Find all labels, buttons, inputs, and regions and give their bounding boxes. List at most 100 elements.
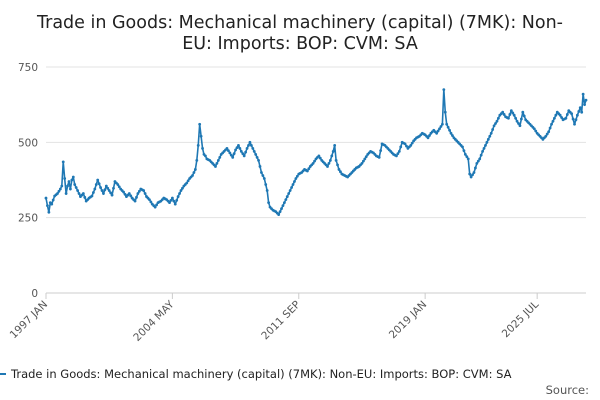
data-point[interactable] [176,195,180,198]
data-point[interactable] [474,166,477,170]
data-point[interactable] [192,171,196,174]
data-point[interactable] [64,192,68,195]
legend[interactable]: Trade in Goods: Mechanical machinery (ca… [0,367,512,381]
data-point[interactable] [336,163,339,167]
data-point[interactable] [554,113,558,117]
data-point[interactable] [58,187,62,191]
data-point[interactable] [440,122,444,126]
data-point[interactable] [481,149,484,153]
data-point[interactable] [267,201,271,205]
data-point[interactable] [501,110,505,114]
data-point[interactable] [172,199,176,203]
data-point[interactable] [492,124,496,128]
data-point[interactable] [502,113,506,116]
data-point[interactable] [443,110,447,114]
data-point[interactable] [104,184,108,188]
data-point[interactable] [116,183,120,186]
data-point[interactable] [143,192,147,195]
data-point[interactable] [66,184,69,188]
data-point[interactable] [260,171,263,174]
data-point[interactable] [257,159,260,162]
data-point[interactable] [313,159,316,163]
data-point[interactable] [581,92,585,96]
data-point[interactable] [476,159,480,163]
data-point[interactable] [228,151,232,155]
data-point[interactable] [494,122,497,125]
data-point[interactable] [583,103,586,107]
data-point[interactable] [229,153,233,157]
data-point[interactable] [155,203,158,207]
data-point[interactable] [278,210,282,214]
data-point[interactable] [327,162,331,165]
data-point[interactable] [237,143,240,147]
data-point[interactable] [204,154,207,158]
data-point[interactable] [175,198,179,202]
data-point[interactable] [73,183,77,186]
data-point[interactable] [478,157,482,161]
data-point[interactable] [76,189,79,192]
data-point[interactable] [283,201,286,205]
data-point[interactable] [196,143,200,147]
data-point[interactable] [153,205,157,209]
data-point[interactable] [93,187,97,191]
data-point[interactable] [91,191,95,194]
data-point[interactable] [179,189,183,192]
data-point[interactable] [261,174,265,177]
data-point[interactable] [445,122,449,126]
data-point[interactable] [507,116,510,120]
data-point[interactable] [195,159,199,162]
data-point[interactable] [51,198,55,202]
data-point[interactable] [258,165,262,168]
data-point[interactable] [438,127,441,131]
data-point[interactable] [436,129,440,133]
data-point[interactable] [517,122,520,125]
data-point[interactable] [462,149,466,153]
data-point[interactable] [435,131,439,135]
data-point[interactable] [83,195,87,199]
data-point[interactable] [331,149,335,153]
data-point[interactable] [239,149,243,153]
data-point[interactable] [428,134,431,137]
data-point[interactable] [251,146,255,150]
data-point[interactable] [544,134,548,138]
data-point[interactable] [550,122,553,126]
data-point[interactable] [287,192,291,195]
data-point[interactable] [168,201,171,205]
data-point[interactable] [514,116,518,120]
data-point[interactable] [123,192,127,196]
data-point[interactable] [60,184,64,188]
data-point[interactable] [285,195,289,198]
data-point[interactable] [326,165,329,168]
data-point[interactable] [198,122,202,126]
data-point[interactable] [446,125,450,129]
data-point[interactable] [410,141,414,145]
data-point[interactable] [484,143,487,147]
data-point[interactable] [311,162,315,165]
data-point[interactable] [575,113,579,117]
data-point[interactable] [218,156,222,159]
data-point[interactable] [244,150,248,154]
data-point[interactable] [361,159,365,163]
data-point[interactable] [129,194,133,198]
data-point[interactable] [518,124,522,128]
data-point[interactable] [232,152,236,156]
data-point[interactable] [519,117,523,121]
data-point[interactable] [328,159,332,162]
data-point[interactable] [201,146,204,150]
data-point[interactable] [46,204,49,208]
data-point[interactable] [295,174,299,178]
data-point[interactable] [173,202,177,206]
data-point[interactable] [426,136,430,140]
data-point[interactable] [103,188,107,192]
data-point[interactable] [491,128,495,131]
data-point[interactable] [254,152,258,156]
data-point[interactable] [495,119,499,123]
data-point[interactable] [67,180,71,183]
data-point[interactable] [485,140,489,144]
data-point[interactable] [564,116,568,120]
data-point[interactable] [291,183,295,186]
data-point[interactable] [178,192,181,195]
data-point[interactable] [486,137,490,141]
data-point[interactable] [69,187,72,191]
data-point[interactable] [148,198,151,201]
